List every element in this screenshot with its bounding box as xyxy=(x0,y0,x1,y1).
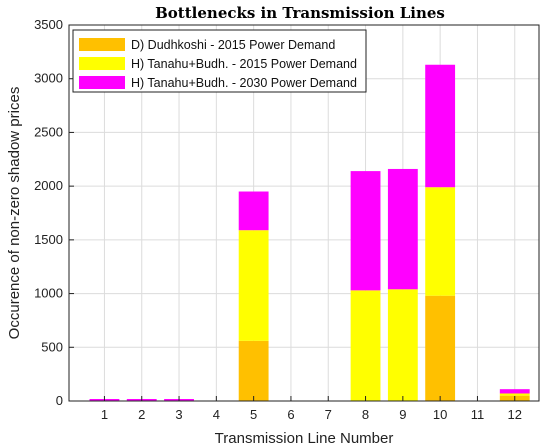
x-tick-label: 7 xyxy=(325,407,332,422)
x-tick-label: 5 xyxy=(250,407,257,422)
bar-segment-line-10-series-3 xyxy=(425,64,456,188)
bar-segment-line-5-series-1 xyxy=(238,340,269,401)
x-axis-ticks: 1 2 3 4 5 6 7 8 9 10 11 12 xyxy=(101,396,522,422)
x-tick-label: 9 xyxy=(399,407,406,422)
bar-segment-line-10-series-1 xyxy=(425,295,456,401)
x-tick-label: 10 xyxy=(433,407,447,422)
legend-label: H) Tanahu+Budh. - 2030 Power Demand xyxy=(131,76,357,90)
y-tick-label: 0 xyxy=(56,393,63,408)
bar-segment-line-9-series-3 xyxy=(387,168,418,290)
x-tick-label: 1 xyxy=(101,407,108,422)
y-tick-label: 500 xyxy=(41,339,63,354)
x-tick-label: 11 xyxy=(471,407,485,422)
chart-title: Bottlenecks in Transmission Lines xyxy=(155,4,445,22)
y-tick-label: 2500 xyxy=(34,124,63,139)
bar-segment-line-12-series-3 xyxy=(499,389,530,394)
legend: D) Dudhkoshi - 2015 Power Demand H) Tanah… xyxy=(72,29,367,93)
x-tick-label: 8 xyxy=(362,407,369,422)
legend-label: D) Dudhkoshi - 2015 Power Demand xyxy=(131,38,335,52)
bar-segment-line-9-series-2 xyxy=(387,289,418,401)
x-tick-label: 4 xyxy=(213,407,220,422)
bar-segment-line-10-series-2 xyxy=(425,187,456,296)
bar-segment-line-5-series-3 xyxy=(238,191,269,231)
y-axis-label: Occurence of non-zero shadow prices xyxy=(6,87,23,340)
bar-segment-line-8-series-3 xyxy=(350,171,381,291)
x-tick-label: 3 xyxy=(175,407,182,422)
y-tick-label: 1500 xyxy=(34,232,63,247)
plot-frame xyxy=(68,24,540,402)
y-tick-label: 3000 xyxy=(34,71,63,86)
legend-swatch xyxy=(79,57,125,70)
x-tick-label: 2 xyxy=(138,407,145,422)
bar-segment-line-5-series-2 xyxy=(238,230,269,341)
legend-swatch xyxy=(79,76,125,89)
x-tick-label: 6 xyxy=(287,407,294,422)
y-tick-label: 3500 xyxy=(34,17,63,32)
x-axis-label: Transmission Line Number xyxy=(215,430,394,446)
legend-swatch xyxy=(79,38,125,51)
bar-segment-line-8-series-2 xyxy=(350,290,381,401)
legend-label: H) Tanahu+Budh. - 2015 Power Demand xyxy=(131,57,357,71)
y-axis-ticks: 0 500 1000 1500 2000 2500 3000 3500 xyxy=(34,17,74,408)
x-tick-label: 12 xyxy=(508,407,522,422)
bar-series xyxy=(89,64,530,401)
bar-segment-line-12-series-2 xyxy=(499,393,530,396)
y-tick-label: 2000 xyxy=(34,178,63,193)
y-tick-label: 1000 xyxy=(34,286,63,301)
